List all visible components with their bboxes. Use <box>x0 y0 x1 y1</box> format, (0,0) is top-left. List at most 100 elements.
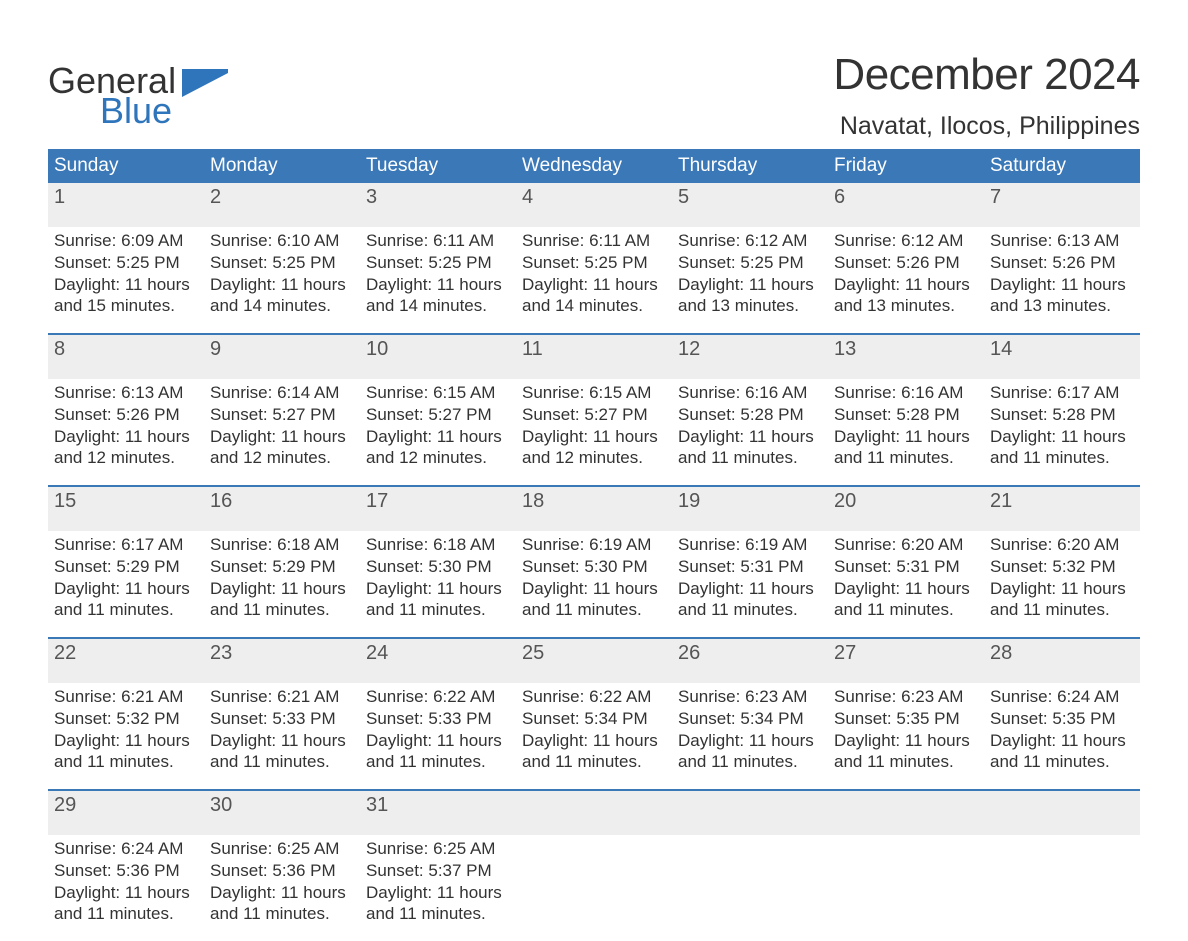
day-detail-cell <box>516 835 672 941</box>
day-detail-row: Sunrise: 6:24 AMSunset: 5:36 PMDaylight:… <box>48 835 1140 941</box>
dayname-sat: Saturday <box>984 149 1140 183</box>
day-detail: Sunrise: 6:24 AMSunset: 5:36 PMDaylight:… <box>52 835 200 925</box>
day-detail: Sunrise: 6:13 AMSunset: 5:26 PMDaylight:… <box>988 227 1136 317</box>
day-dl2: and 11 minutes. <box>366 903 510 925</box>
day-sunset: Sunset: 5:32 PM <box>54 708 198 730</box>
day-dl1: Daylight: 11 hours <box>366 730 510 752</box>
day-number: 22 <box>52 639 200 667</box>
day-detail-cell: Sunrise: 6:17 AMSunset: 5:28 PMDaylight:… <box>984 379 1140 486</box>
day-number-cell: 12 <box>672 335 828 379</box>
day-detail-cell: Sunrise: 6:22 AMSunset: 5:34 PMDaylight:… <box>516 683 672 790</box>
day-number: 26 <box>676 639 824 667</box>
day-dl2: and 11 minutes. <box>366 751 510 773</box>
header: General Blue December 2024 Navatat, Iloc… <box>48 50 1140 141</box>
day-detail: Sunrise: 6:18 AMSunset: 5:29 PMDaylight:… <box>208 531 356 621</box>
day-dl2: and 11 minutes. <box>366 599 510 621</box>
day-dl1: Daylight: 11 hours <box>366 882 510 904</box>
day-dl1: Daylight: 11 hours <box>210 426 354 448</box>
day-dl1: Daylight: 11 hours <box>54 882 198 904</box>
day-number: 28 <box>988 639 1136 667</box>
day-dl1: Daylight: 11 hours <box>522 730 666 752</box>
day-detail: Sunrise: 6:25 AMSunset: 5:37 PMDaylight:… <box>364 835 512 925</box>
day-sunrise: Sunrise: 6:15 AM <box>522 382 666 404</box>
day-sunset: Sunset: 5:36 PM <box>210 860 354 882</box>
month-title: December 2024 <box>833 50 1140 100</box>
day-number: 1 <box>52 183 200 211</box>
dayname-sun: Sunday <box>48 149 204 183</box>
day-dl1: Daylight: 11 hours <box>54 730 198 752</box>
day-number: 14 <box>988 335 1136 363</box>
day-dl2: and 11 minutes. <box>678 447 822 469</box>
day-detail: Sunrise: 6:24 AMSunset: 5:35 PMDaylight:… <box>988 683 1136 773</box>
day-number: 10 <box>364 335 512 363</box>
calendar-body: 1234567Sunrise: 6:09 AMSunset: 5:25 PMDa… <box>48 183 1140 941</box>
day-dl1: Daylight: 11 hours <box>678 274 822 296</box>
day-number: 6 <box>832 183 980 211</box>
day-number-cell: 26 <box>672 639 828 683</box>
day-number-cell: 27 <box>828 639 984 683</box>
day-detail: Sunrise: 6:22 AMSunset: 5:33 PMDaylight:… <box>364 683 512 773</box>
day-sunset: Sunset: 5:33 PM <box>210 708 354 730</box>
day-detail-cell: Sunrise: 6:20 AMSunset: 5:31 PMDaylight:… <box>828 531 984 638</box>
day-number-cell: 17 <box>360 487 516 531</box>
day-detail-cell: Sunrise: 6:15 AMSunset: 5:27 PMDaylight:… <box>360 379 516 486</box>
day-detail: Sunrise: 6:21 AMSunset: 5:32 PMDaylight:… <box>52 683 200 773</box>
day-detail: Sunrise: 6:17 AMSunset: 5:29 PMDaylight:… <box>52 531 200 621</box>
dayname-thu: Thursday <box>672 149 828 183</box>
day-sunrise: Sunrise: 6:16 AM <box>834 382 978 404</box>
day-detail-cell: Sunrise: 6:09 AMSunset: 5:25 PMDaylight:… <box>48 227 204 334</box>
day-dl2: and 11 minutes. <box>678 751 822 773</box>
day-detail-row: Sunrise: 6:13 AMSunset: 5:26 PMDaylight:… <box>48 379 1140 486</box>
day-number: 5 <box>676 183 824 211</box>
day-detail-cell: Sunrise: 6:24 AMSunset: 5:36 PMDaylight:… <box>48 835 204 941</box>
day-dl2: and 14 minutes. <box>210 295 354 317</box>
day-detail-row: Sunrise: 6:09 AMSunset: 5:25 PMDaylight:… <box>48 227 1140 334</box>
day-sunset: Sunset: 5:30 PM <box>366 556 510 578</box>
day-sunrise: Sunrise: 6:11 AM <box>366 230 510 252</box>
day-sunrise: Sunrise: 6:18 AM <box>366 534 510 556</box>
daynum-row: 1234567 <box>48 183 1140 227</box>
day-sunset: Sunset: 5:34 PM <box>678 708 822 730</box>
logo-text: General Blue <box>48 64 176 128</box>
day-sunrise: Sunrise: 6:14 AM <box>210 382 354 404</box>
day-number: 9 <box>208 335 356 363</box>
day-detail-cell: Sunrise: 6:19 AMSunset: 5:30 PMDaylight:… <box>516 531 672 638</box>
day-detail-cell: Sunrise: 6:12 AMSunset: 5:25 PMDaylight:… <box>672 227 828 334</box>
day-number: 2 <box>208 183 356 211</box>
day-dl2: and 11 minutes. <box>210 903 354 925</box>
day-dl2: and 12 minutes. <box>54 447 198 469</box>
day-detail: Sunrise: 6:23 AMSunset: 5:35 PMDaylight:… <box>832 683 980 773</box>
day-dl2: and 11 minutes. <box>678 599 822 621</box>
day-sunrise: Sunrise: 6:12 AM <box>678 230 822 252</box>
day-detail: Sunrise: 6:19 AMSunset: 5:31 PMDaylight:… <box>676 531 824 621</box>
dayname-row: Sunday Monday Tuesday Wednesday Thursday… <box>48 149 1140 183</box>
day-number: 3 <box>364 183 512 211</box>
day-sunrise: Sunrise: 6:09 AM <box>54 230 198 252</box>
day-detail-cell: Sunrise: 6:13 AMSunset: 5:26 PMDaylight:… <box>984 227 1140 334</box>
day-detail-cell: Sunrise: 6:11 AMSunset: 5:25 PMDaylight:… <box>516 227 672 334</box>
day-detail-row: Sunrise: 6:17 AMSunset: 5:29 PMDaylight:… <box>48 531 1140 638</box>
day-dl1: Daylight: 11 hours <box>990 730 1134 752</box>
day-dl1: Daylight: 11 hours <box>210 882 354 904</box>
day-sunset: Sunset: 5:31 PM <box>678 556 822 578</box>
day-dl1: Daylight: 11 hours <box>210 274 354 296</box>
day-sunset: Sunset: 5:28 PM <box>990 404 1134 426</box>
day-number-cell: 31 <box>360 791 516 835</box>
day-dl1: Daylight: 11 hours <box>678 730 822 752</box>
day-detail-cell: Sunrise: 6:15 AMSunset: 5:27 PMDaylight:… <box>516 379 672 486</box>
day-sunset: Sunset: 5:27 PM <box>210 404 354 426</box>
day-detail-cell: Sunrise: 6:12 AMSunset: 5:26 PMDaylight:… <box>828 227 984 334</box>
day-sunrise: Sunrise: 6:22 AM <box>522 686 666 708</box>
day-dl2: and 14 minutes. <box>366 295 510 317</box>
day-dl1: Daylight: 11 hours <box>990 578 1134 600</box>
day-number: 4 <box>520 183 668 211</box>
dayname-fri: Friday <box>828 149 984 183</box>
day-detail: Sunrise: 6:20 AMSunset: 5:32 PMDaylight:… <box>988 531 1136 621</box>
day-dl2: and 13 minutes. <box>990 295 1134 317</box>
day-number-cell: 21 <box>984 487 1140 531</box>
day-detail-cell: Sunrise: 6:16 AMSunset: 5:28 PMDaylight:… <box>672 379 828 486</box>
day-sunset: Sunset: 5:26 PM <box>834 252 978 274</box>
day-detail: Sunrise: 6:13 AMSunset: 5:26 PMDaylight:… <box>52 379 200 469</box>
day-sunset: Sunset: 5:25 PM <box>210 252 354 274</box>
day-sunrise: Sunrise: 6:17 AM <box>54 534 198 556</box>
